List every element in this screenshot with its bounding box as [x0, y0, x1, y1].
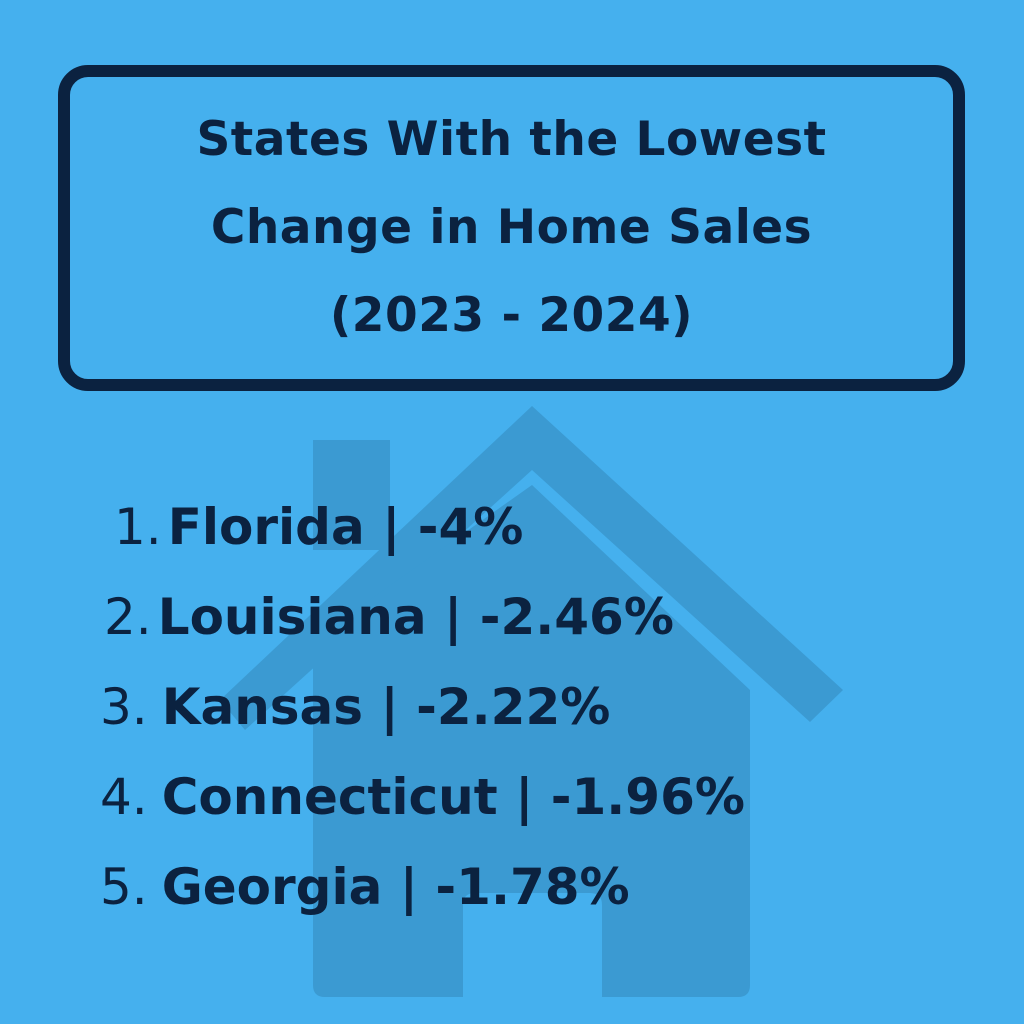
rank-number: 5.: [100, 858, 148, 916]
title-line-3: (2023 - 2024): [329, 288, 694, 343]
list-item: 4. Connecticut | -1.96%: [100, 752, 745, 842]
state-change: Florida | -4%: [167, 498, 524, 556]
rank-number: 1.: [114, 498, 162, 556]
rank-number: 4.: [100, 768, 148, 826]
title-box: States With the Lowest Change in Home Sa…: [58, 65, 965, 391]
ranking-list: 1. Florida | -4% 2. Louisiana | -2.46% 3…: [100, 482, 745, 932]
list-item: 3. Kansas | -2.22%: [100, 662, 745, 752]
title-line-1: States With the Lowest: [196, 112, 827, 167]
state-change: Louisiana | -2.46%: [157, 588, 674, 646]
house-chimney: [313, 440, 390, 550]
rank-number: 2.: [104, 588, 152, 646]
list-item: 5. Georgia | -1.78%: [100, 842, 745, 932]
house-body: [313, 485, 750, 997]
rank-number: 3.: [100, 678, 148, 736]
list-item: 1. Florida | -4%: [100, 482, 745, 572]
list-item: 2. Louisiana | -2.46%: [100, 572, 745, 662]
state-change: Kansas | -2.22%: [161, 678, 611, 736]
state-change: Connecticut | -1.96%: [161, 768, 745, 826]
title-line-2: Change in Home Sales: [210, 200, 813, 255]
state-change: Georgia | -1.78%: [161, 858, 630, 916]
